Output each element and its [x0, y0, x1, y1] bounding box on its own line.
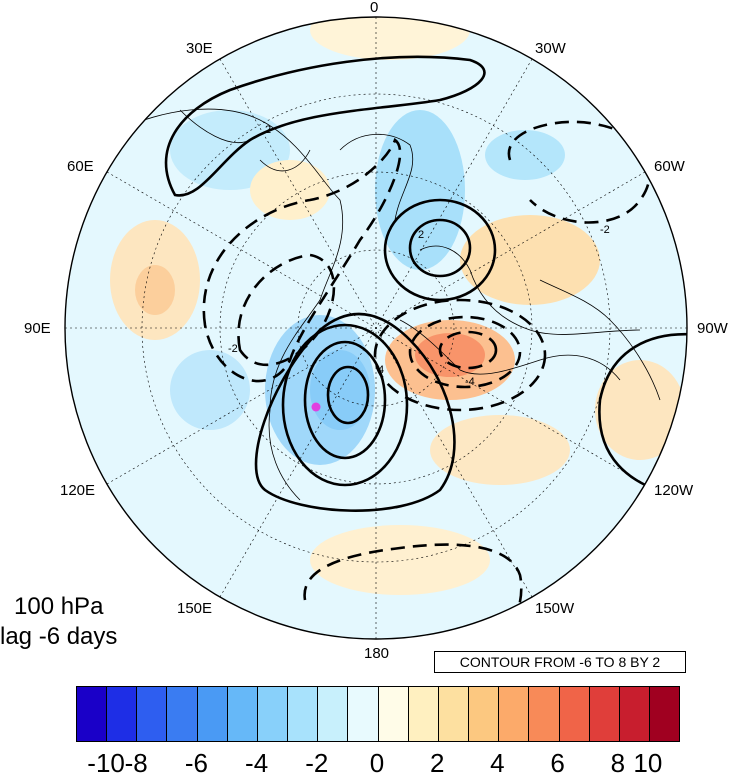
- positive-contours: [164, 55, 687, 512]
- lon-label-150w: 150W: [535, 600, 575, 617]
- colorbar-swatch: [649, 687, 680, 741]
- colorbar-swatch: [227, 687, 258, 741]
- lon-label-120w: 120W: [654, 482, 694, 499]
- colorbar-tick-label: -10: [87, 748, 125, 778]
- map-border: [64, 16, 688, 640]
- lon-label-0: 0: [370, 0, 379, 16]
- lon-label-60w: 60W: [654, 158, 685, 175]
- contour-label: 2: [418, 229, 424, 241]
- colorbar-swatch: [77, 687, 108, 741]
- lon-label-90e: 90E: [24, 320, 51, 337]
- contour-label: -4: [465, 376, 475, 388]
- pressure-level-label: 100 hPa: [14, 593, 104, 620]
- colorbar: [76, 686, 680, 742]
- colorbar-swatch: [438, 687, 470, 741]
- colorbar-swatch: [167, 687, 198, 741]
- colorbar-swatch: [559, 687, 590, 741]
- colorbar-tick-label: 4: [490, 748, 505, 778]
- location-marker: [311, 402, 321, 412]
- polar-stereographic-map: 2 -2 -2 -4 4 2: [64, 16, 688, 640]
- colorbar-tick-label: -8: [124, 748, 148, 778]
- contour-label: -2: [600, 224, 610, 236]
- contour-info-box: CONTOUR FROM -6 TO 8 BY 2: [434, 651, 686, 673]
- colorbar-swatch: [318, 687, 349, 741]
- colorbar-tick-label: 10: [633, 748, 663, 778]
- contour-label: -2: [228, 343, 238, 355]
- lon-label-90w: 90W: [697, 320, 728, 337]
- colorbar-swatch: [348, 687, 379, 741]
- colorbar-swatch: [378, 687, 409, 741]
- colorbar-tick-label: 2: [429, 748, 445, 778]
- colorbar-swatch: [107, 687, 138, 741]
- colorbar-swatch: [529, 687, 560, 741]
- lag-label: lag -6 days: [0, 623, 118, 650]
- colorbar-tick-label: 0: [369, 748, 385, 778]
- colorbar-swatch: [257, 687, 289, 741]
- graticule: [65, 17, 687, 639]
- colorbar-swatch: [589, 687, 620, 741]
- lon-label-120e: 120E: [60, 482, 96, 499]
- colorbar-tick-label: 6: [550, 748, 565, 778]
- contour-label: 2: [265, 124, 271, 136]
- contour-label: 4: [378, 364, 384, 376]
- lon-label-180: 180: [364, 645, 390, 662]
- colorbar-tick-label: -2: [305, 748, 329, 778]
- colorbar-swatch: [499, 687, 530, 741]
- colorbar-swatch: [197, 687, 228, 741]
- lon-label-150e: 150E: [177, 600, 213, 617]
- colorbar-tick-label: 8: [610, 748, 626, 778]
- negative-contours: [202, 120, 651, 639]
- contour-value-labels: 2 -2 -2 -4 4 2: [228, 124, 610, 388]
- colorbar-swatch: [408, 687, 439, 741]
- shading-anomalies: [110, 17, 685, 595]
- colorbar-tick-label: -4: [245, 748, 269, 778]
- colorbar-swatch: [288, 687, 319, 741]
- colorbar-swatch: [619, 687, 650, 741]
- colorbar-swatch: [137, 687, 168, 741]
- colorbar-swatch: [469, 687, 500, 741]
- lon-label-30e: 30E: [186, 40, 213, 57]
- lon-label-60e: 60E: [67, 158, 94, 175]
- lon-label-30w: 30W: [535, 40, 566, 57]
- colorbar-tick-label: -6: [184, 748, 208, 778]
